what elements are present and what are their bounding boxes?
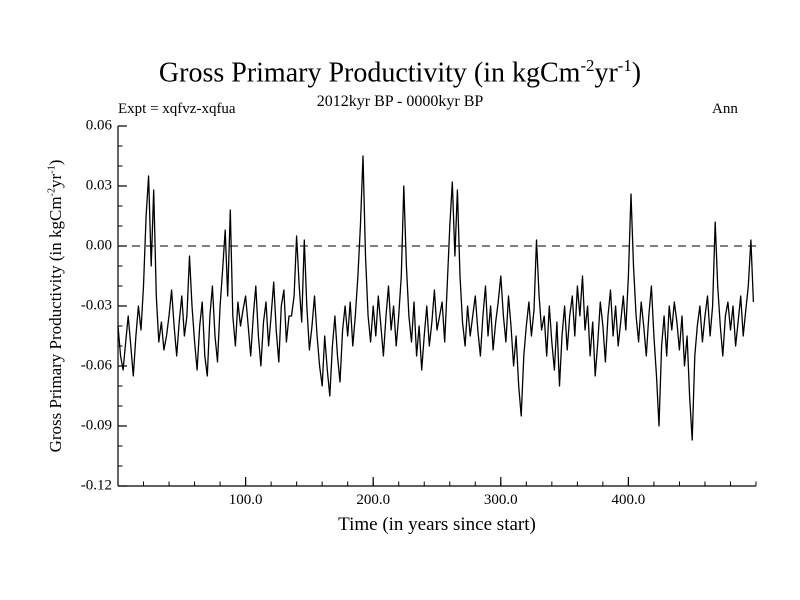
title-superscript-exponent: -1 <box>617 56 632 75</box>
y-tick-label: 0.06 <box>85 117 112 134</box>
y-tick-label: -0.09 <box>80 417 112 434</box>
y-tick-label: -0.06 <box>80 357 112 374</box>
y-tick-label: 0.03 <box>85 177 112 194</box>
y-tick-label: -0.12 <box>80 477 112 494</box>
chart-subtitle: 2012kyr BP - 0000kyr BP <box>316 93 484 110</box>
x-tick-label: 200.0 <box>356 492 391 508</box>
y-tick-label: 0.00 <box>85 237 112 254</box>
x-tick-label: 400.0 <box>611 492 646 508</box>
annual-mean-label: Ann <box>712 101 738 117</box>
chart-title-text: Gross Primary Productivity (in kgCm <box>158 57 581 89</box>
chart-title: Gross Primary Productivity (in kgCm-2yr-… <box>0 56 800 89</box>
chart-title-text: ) <box>631 57 642 89</box>
title-superscript-exponent: -2 <box>580 56 595 75</box>
chart-title-text: yr <box>594 57 618 89</box>
x-tick-label: 100.0 <box>228 492 263 508</box>
experiment-label: Expt = xqfvz-xqfua <box>118 101 236 117</box>
gpp-series-line <box>117 155 755 441</box>
y-tick-label: -0.03 <box>80 297 112 314</box>
x-tick-label: 300.0 <box>483 492 518 508</box>
x-axis-label: Time (in years since start) <box>338 514 536 535</box>
